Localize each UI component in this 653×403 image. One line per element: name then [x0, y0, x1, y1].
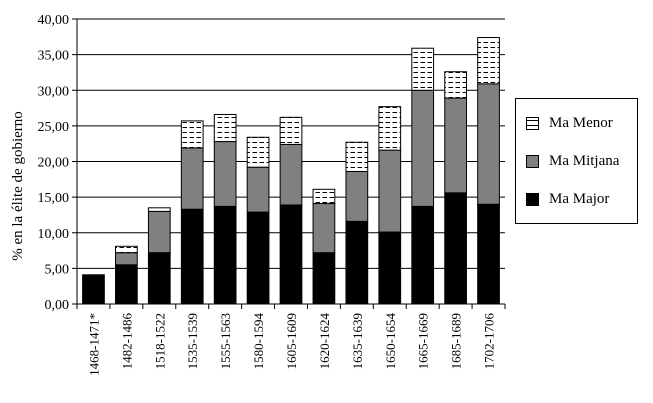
bar-segment-ma-menor	[378, 106, 402, 151]
x-tick-label: 1555-1563	[218, 313, 233, 369]
y-tick-label: 25,00	[38, 120, 70, 135]
legend-swatch-mitjana	[526, 154, 539, 168]
bar-segment-ma-major	[378, 231, 402, 305]
bar-segment-ma-mitjana	[115, 252, 138, 266]
legend-item-mitjana: Ma Mitjana	[526, 153, 619, 169]
bar-segment-ma-mitjana	[213, 141, 237, 207]
legend-label-mitjana: Ma Mitjana	[549, 152, 620, 169]
bar-segment-ma-mitjana	[378, 149, 402, 233]
y-tick-label: 15,00	[38, 191, 70, 206]
bar-segment-ma-major	[444, 192, 467, 305]
y-tick-label: 40,00	[38, 13, 70, 28]
bar-segment-ma-major	[477, 203, 500, 305]
y-tick-label: 20,00	[38, 156, 70, 171]
bar-segment-ma-mitjana	[477, 83, 500, 205]
bar-segment-ma-mitjana	[312, 203, 336, 254]
x-tick-label: 1635-1639	[350, 313, 365, 369]
bar-segment-ma-menor	[477, 37, 500, 85]
legend-label-major: Ma Major	[549, 190, 610, 207]
x-tick-label: 1518-1522	[152, 313, 167, 369]
legend-swatch-major	[526, 192, 539, 206]
legend: Ma Menor Ma Mitjana Ma Major	[515, 98, 638, 224]
bar-segment-ma-mitjana	[180, 147, 204, 210]
bar-segment-ma-major	[312, 252, 336, 305]
legend-label-menor: Ma Menor	[549, 114, 613, 131]
y-tick-label: 0,00	[45, 298, 70, 313]
legend-item-major: Ma Major	[526, 191, 609, 207]
bar-segment-ma-major	[82, 274, 105, 305]
x-tick-label: 1482-1486	[119, 313, 134, 370]
y-tick-label: 30,00	[38, 84, 70, 99]
bar-segment-ma-menor	[312, 188, 336, 205]
bar-segment-ma-mitjana	[246, 166, 270, 213]
x-tick-label: 1580-1594	[251, 313, 266, 370]
y-tick-labels: 0,00 5,00 10,00 15,00 20,00 25,00 30,00 35,00 40…	[38, 13, 70, 313]
bar-segment-ma-mitjana	[279, 143, 303, 206]
x-tick-labels: 1468-1471* 1482-1486 1518-1522 1535-1539 155…	[86, 313, 496, 376]
x-tick-label: 1468-1471*	[86, 313, 101, 376]
x-tick-label: 1650-1654	[383, 313, 398, 370]
axes-group	[76, 19, 506, 309]
bar-segment-ma-menor	[246, 136, 270, 168]
bar-segment-ma-mitjana	[147, 210, 171, 254]
bar-segment-ma-major	[345, 220, 369, 305]
bar-segment-ma-major	[115, 264, 138, 305]
bar-segment-ma-menor	[115, 245, 138, 254]
x-tick-label: 1685-1689	[449, 313, 464, 369]
x-tick-label: 1665-1669	[416, 313, 431, 369]
bar-segment-ma-menor	[279, 116, 303, 145]
x-tick-label: 1702-1706	[482, 313, 497, 370]
bar-segment-ma-menor	[411, 47, 435, 91]
bar-segment-ma-major	[246, 211, 270, 305]
x-tick-label: 1620-1624	[317, 313, 332, 370]
y-tick-label: 10,00	[38, 227, 70, 242]
bar-segment-ma-major	[279, 204, 303, 305]
bar-segment-ma-mitjana	[411, 89, 435, 207]
bar-segment-ma-menor	[444, 71, 467, 99]
bar-segment-ma-mitjana	[444, 97, 467, 194]
bar-segment-ma-major	[180, 208, 204, 305]
bar-segment-ma-menor	[147, 207, 171, 212]
y-axis-label: % en la élite de gobierno	[10, 111, 26, 261]
bar-segment-ma-menor	[345, 141, 369, 172]
bars-group	[82, 37, 500, 305]
y-tick-label: 5,00	[45, 262, 70, 277]
bar-segment-ma-menor	[213, 113, 237, 143]
bar-segment-ma-major	[411, 205, 435, 305]
bar-segment-ma-major	[213, 205, 237, 305]
bar-segment-ma-major	[147, 252, 171, 305]
legend-item-menor: Ma Menor	[526, 115, 613, 131]
y-tick-label: 35,00	[38, 49, 70, 64]
bar-segment-ma-mitjana	[345, 170, 369, 222]
bar-segment-ma-menor	[180, 120, 204, 149]
x-tick-label: 1605-1609	[284, 313, 299, 369]
x-tick-label: 1535-1539	[185, 313, 200, 369]
legend-swatch-menor	[526, 116, 539, 130]
